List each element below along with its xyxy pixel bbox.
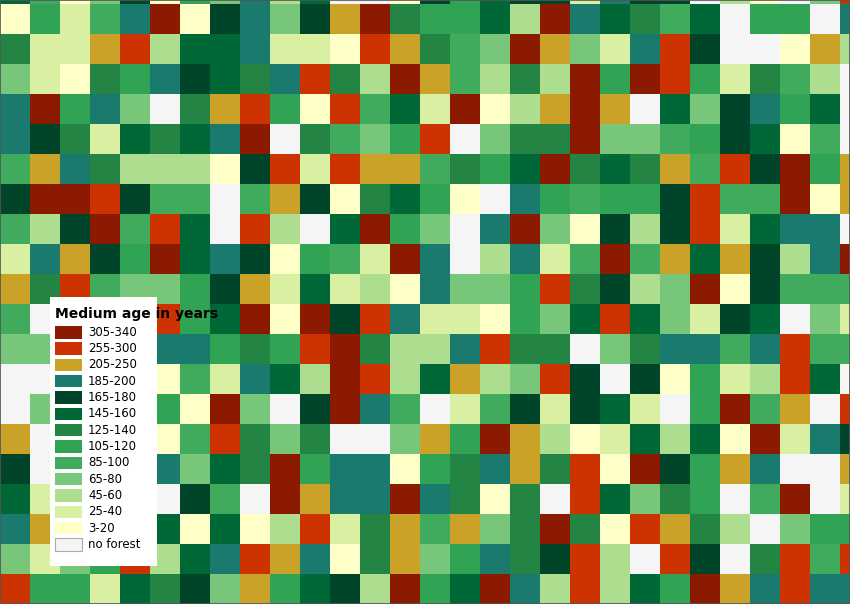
Bar <box>50 297 157 566</box>
Bar <box>55 457 82 469</box>
Text: 25-40: 25-40 <box>88 506 122 518</box>
Bar <box>55 522 82 535</box>
Bar <box>55 408 82 420</box>
Text: Medium age in years: Medium age in years <box>55 307 218 321</box>
Text: 85-100: 85-100 <box>88 457 129 469</box>
Text: 125-140: 125-140 <box>88 423 137 437</box>
Bar <box>55 342 82 355</box>
Text: 185-200: 185-200 <box>88 374 137 388</box>
Text: 205-250: 205-250 <box>88 358 137 371</box>
Bar <box>55 359 82 371</box>
Bar <box>55 506 82 518</box>
Text: 3-20: 3-20 <box>88 522 115 535</box>
Text: 165-180: 165-180 <box>88 391 137 404</box>
Text: 65-80: 65-80 <box>88 473 122 486</box>
Bar <box>55 473 82 486</box>
Text: 45-60: 45-60 <box>88 489 122 502</box>
Text: 305-340: 305-340 <box>88 326 137 339</box>
Bar <box>55 489 82 502</box>
Text: 105-120: 105-120 <box>88 440 137 453</box>
Text: 255-300: 255-300 <box>88 342 137 355</box>
Bar <box>55 440 82 453</box>
Bar <box>55 538 82 551</box>
Bar <box>55 375 82 388</box>
Bar <box>55 424 82 437</box>
Bar <box>55 326 82 338</box>
Bar <box>55 391 82 404</box>
Text: no forest: no forest <box>88 538 140 551</box>
Text: 145-160: 145-160 <box>88 407 137 420</box>
